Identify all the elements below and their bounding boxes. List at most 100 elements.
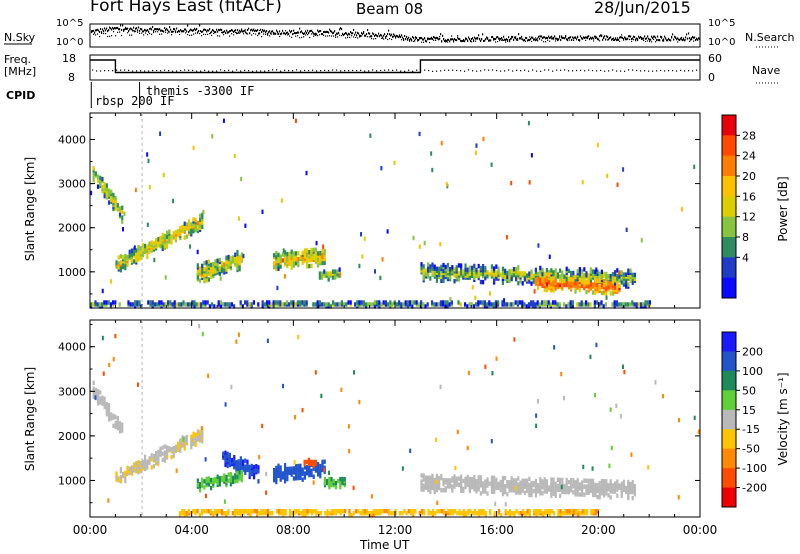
range-gate bbox=[186, 302, 189, 307]
range-gate bbox=[550, 477, 553, 482]
nsearch-point bbox=[267, 34, 269, 36]
power-colorbar-swatch bbox=[722, 176, 736, 197]
range-gate bbox=[567, 485, 571, 491]
range-gate bbox=[567, 479, 571, 485]
range-gate bbox=[148, 185, 151, 190]
range-gate bbox=[139, 249, 142, 255]
range-gate bbox=[460, 482, 463, 487]
nsearch-point bbox=[311, 33, 313, 35]
range-gate bbox=[200, 302, 203, 307]
nave-point bbox=[116, 69, 118, 71]
range-gate bbox=[424, 475, 428, 480]
range-gate bbox=[568, 508, 571, 514]
range-gate bbox=[242, 253, 245, 259]
nsky-point bbox=[301, 30, 303, 33]
range-gate bbox=[616, 268, 619, 273]
range-gate bbox=[539, 508, 542, 514]
nsearch-point bbox=[301, 36, 303, 39]
range-gate bbox=[327, 302, 330, 307]
nave-tick-top: 60 bbox=[708, 52, 722, 65]
nsearch-point bbox=[439, 35, 441, 38]
nsky-point bbox=[254, 29, 256, 32]
range-gate bbox=[578, 302, 581, 307]
range-gate bbox=[620, 485, 623, 491]
range-gate bbox=[181, 228, 184, 234]
range-gate bbox=[126, 262, 129, 268]
nsky-point bbox=[518, 33, 520, 36]
range-gate bbox=[203, 485, 206, 490]
nave-point bbox=[128, 69, 130, 71]
nsky-point bbox=[451, 38, 453, 41]
range-gate bbox=[238, 266, 241, 272]
range-gate bbox=[290, 261, 293, 266]
range-gate bbox=[105, 411, 108, 417]
range-gate bbox=[552, 288, 555, 293]
nsky-point bbox=[145, 29, 147, 32]
range-gate bbox=[286, 466, 289, 472]
range-gate bbox=[519, 271, 522, 276]
nsky-point bbox=[482, 33, 484, 36]
range-gate bbox=[402, 302, 405, 307]
range-gate bbox=[479, 279, 483, 285]
power-y-axis-label: Slant Range [km] bbox=[23, 156, 37, 262]
nsky-point bbox=[189, 29, 191, 32]
range-gate bbox=[352, 485, 355, 491]
nave-point bbox=[212, 70, 214, 72]
range-gate bbox=[510, 476, 513, 481]
range-gate bbox=[621, 364, 624, 369]
range-gate bbox=[506, 510, 509, 516]
nsky-point bbox=[629, 35, 631, 38]
range-gate bbox=[114, 205, 117, 211]
range-gate bbox=[96, 184, 100, 189]
range-gate bbox=[273, 475, 276, 481]
nsky-point bbox=[186, 30, 188, 33]
nsearch-point bbox=[377, 35, 379, 37]
nsky-point bbox=[672, 33, 674, 36]
range-gate bbox=[193, 300, 196, 305]
range-gate bbox=[144, 466, 147, 471]
range-gate bbox=[541, 283, 544, 289]
echo-feature bbox=[303, 457, 317, 469]
range-gate bbox=[312, 474, 315, 479]
nave-point bbox=[236, 69, 238, 71]
nsky-point bbox=[618, 38, 620, 41]
range-gate bbox=[409, 448, 412, 454]
range-gate bbox=[603, 271, 606, 277]
range-gate bbox=[484, 266, 487, 271]
scattered-echoes bbox=[94, 323, 700, 507]
range-gate bbox=[585, 478, 588, 483]
range-gate bbox=[131, 302, 134, 307]
range-gate bbox=[349, 300, 352, 305]
range-gate bbox=[609, 479, 612, 484]
range-gate bbox=[444, 264, 447, 270]
nsearch-point bbox=[275, 33, 277, 35]
range-gate bbox=[440, 508, 443, 514]
range-gate bbox=[431, 473, 434, 479]
range-gate bbox=[240, 469, 243, 475]
range-gate bbox=[576, 484, 579, 489]
nsky-point bbox=[371, 35, 373, 38]
range-gate bbox=[134, 300, 137, 305]
velocity-y-tick-label: 4000 bbox=[58, 341, 86, 354]
nsearch-point bbox=[113, 31, 115, 33]
range-gate bbox=[203, 508, 206, 514]
range-gate bbox=[541, 300, 544, 305]
range-gate bbox=[550, 268, 553, 273]
nsky-point bbox=[307, 29, 309, 32]
nsearch-point bbox=[635, 40, 637, 42]
range-gate bbox=[118, 212, 122, 217]
range-gate bbox=[477, 269, 480, 275]
range-gate bbox=[654, 380, 657, 385]
range-gate bbox=[600, 300, 603, 305]
range-gate bbox=[239, 300, 242, 305]
nsky-point bbox=[240, 30, 242, 33]
nsky-point bbox=[586, 36, 588, 39]
nsearch-point bbox=[237, 32, 239, 34]
range-gate bbox=[398, 300, 401, 305]
power-colorbar-swatch bbox=[722, 155, 736, 177]
range-gate bbox=[559, 493, 562, 499]
nsky-point bbox=[545, 37, 547, 40]
nsky-point bbox=[546, 36, 548, 39]
nsearch-point bbox=[147, 33, 149, 36]
range-gate bbox=[160, 300, 163, 305]
